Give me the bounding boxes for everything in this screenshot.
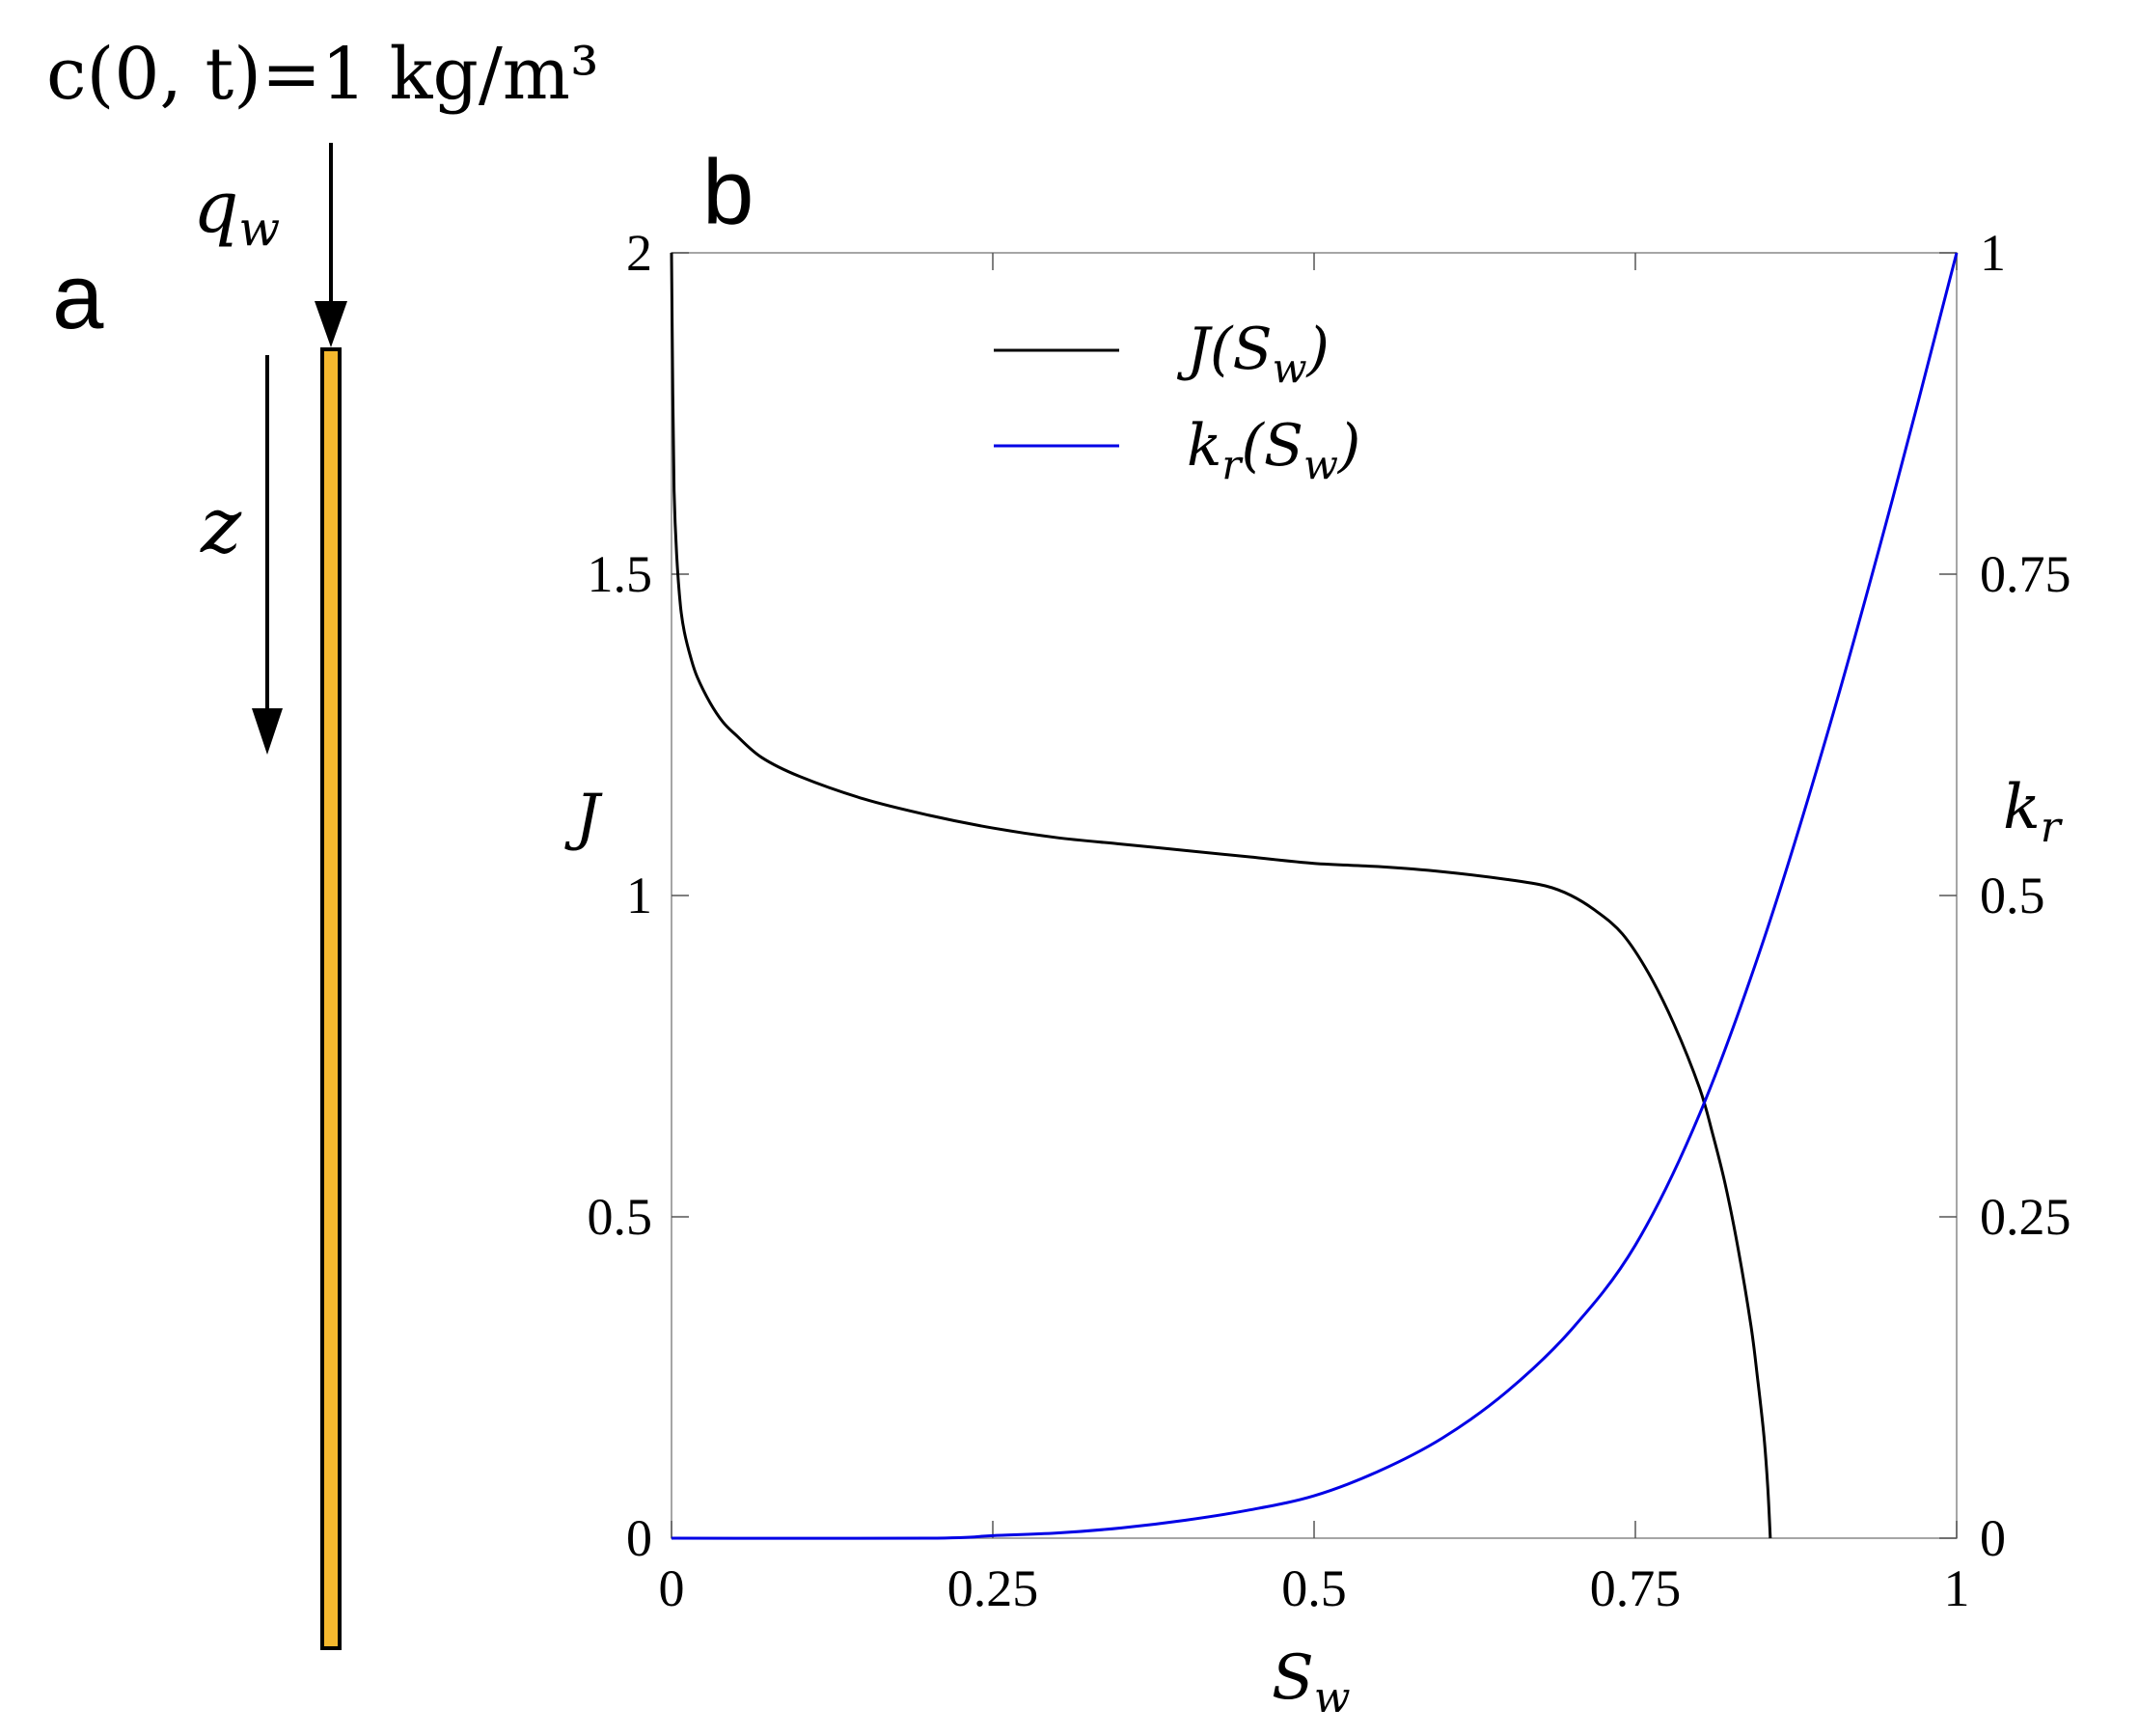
x-tick-label: 0.25: [947, 1559, 1039, 1617]
x-tick-label: 0: [659, 1559, 685, 1617]
left-tick-label: 0.5: [588, 1188, 653, 1246]
left-tick-label: 0: [626, 1509, 652, 1567]
legend: J(Sw) kr(Sw): [994, 316, 1360, 488]
legend-j-close: ): [1305, 316, 1330, 383]
right-axis-label-sub: r: [2041, 803, 2064, 852]
flux-label-sub: w: [238, 201, 280, 257]
right-tick-label: 1: [1980, 224, 2006, 282]
right-tick-label: 0.75: [1980, 545, 2071, 603]
flux-label: qw: [193, 166, 280, 257]
x-axis-ticks: 0 0.25 0.5 0.75 1: [659, 253, 1970, 1617]
series-line-j: [670, 252, 1772, 1539]
x-axis-label: Sw: [1272, 1642, 1351, 1722]
inflow-arrow-head: [315, 301, 347, 347]
legend-label-kr: kr(Sw): [1187, 412, 1360, 488]
depth-arrow-head: [252, 708, 283, 755]
x-tick-label: 1: [1944, 1559, 1970, 1617]
legend-kr-close: ): [1336, 412, 1360, 480]
legend-label-j: J(Sw): [1176, 316, 1330, 392]
x-tick-label: 0.75: [1590, 1559, 1682, 1617]
left-axis-ticks: 0 0.5 1 1.5 2: [588, 224, 689, 1567]
x-axis-label-main: S: [1272, 1642, 1314, 1714]
left-tick-label: 2: [626, 224, 652, 282]
legend-kr-rest: (S: [1241, 412, 1303, 480]
series-line-kr: [671, 252, 1959, 1540]
legend-kr-main: k: [1187, 412, 1221, 480]
right-tick-label: 0.25: [1980, 1188, 2071, 1246]
x-axis-label-sub: w: [1314, 1673, 1351, 1722]
left-tick-label: 1.5: [588, 545, 653, 603]
left-tick-label: 1: [626, 867, 652, 924]
right-axis-ticks: 0 0.25 0.5 0.75 1: [1939, 224, 2071, 1567]
panel-b: b 0 0.25 0.5 0.75 1 00.511.52 00.250.50.751 …: [564, 141, 2071, 1722]
soil-column: [320, 347, 342, 1650]
left-axis-label: J: [564, 782, 603, 853]
legend-kr-sub2: w: [1303, 441, 1338, 488]
legend-kr-sub: r: [1221, 441, 1244, 488]
boundary-condition-label: c(0, t)=1 kg/m³: [46, 33, 599, 116]
right-axis-label: kr: [2003, 772, 2064, 852]
panel-a-letter: a: [52, 245, 104, 348]
series-layer: [670, 252, 1959, 1540]
right-tick-label: 0.5: [1980, 867, 2045, 924]
depth-label: z: [200, 481, 242, 570]
legend-j-main: J(S: [1176, 316, 1273, 383]
right-axis-label-main: k: [2003, 772, 2041, 843]
panel-a: c(0, t)=1 kg/m³ qw a z: [46, 33, 599, 1650]
x-tick-label: 0.5: [1281, 1559, 1347, 1617]
panel-b-letter: b: [702, 141, 754, 244]
legend-j-sub: w: [1273, 344, 1307, 392]
flux-label-main: q: [193, 166, 238, 249]
right-tick-label: 0: [1980, 1509, 2006, 1567]
